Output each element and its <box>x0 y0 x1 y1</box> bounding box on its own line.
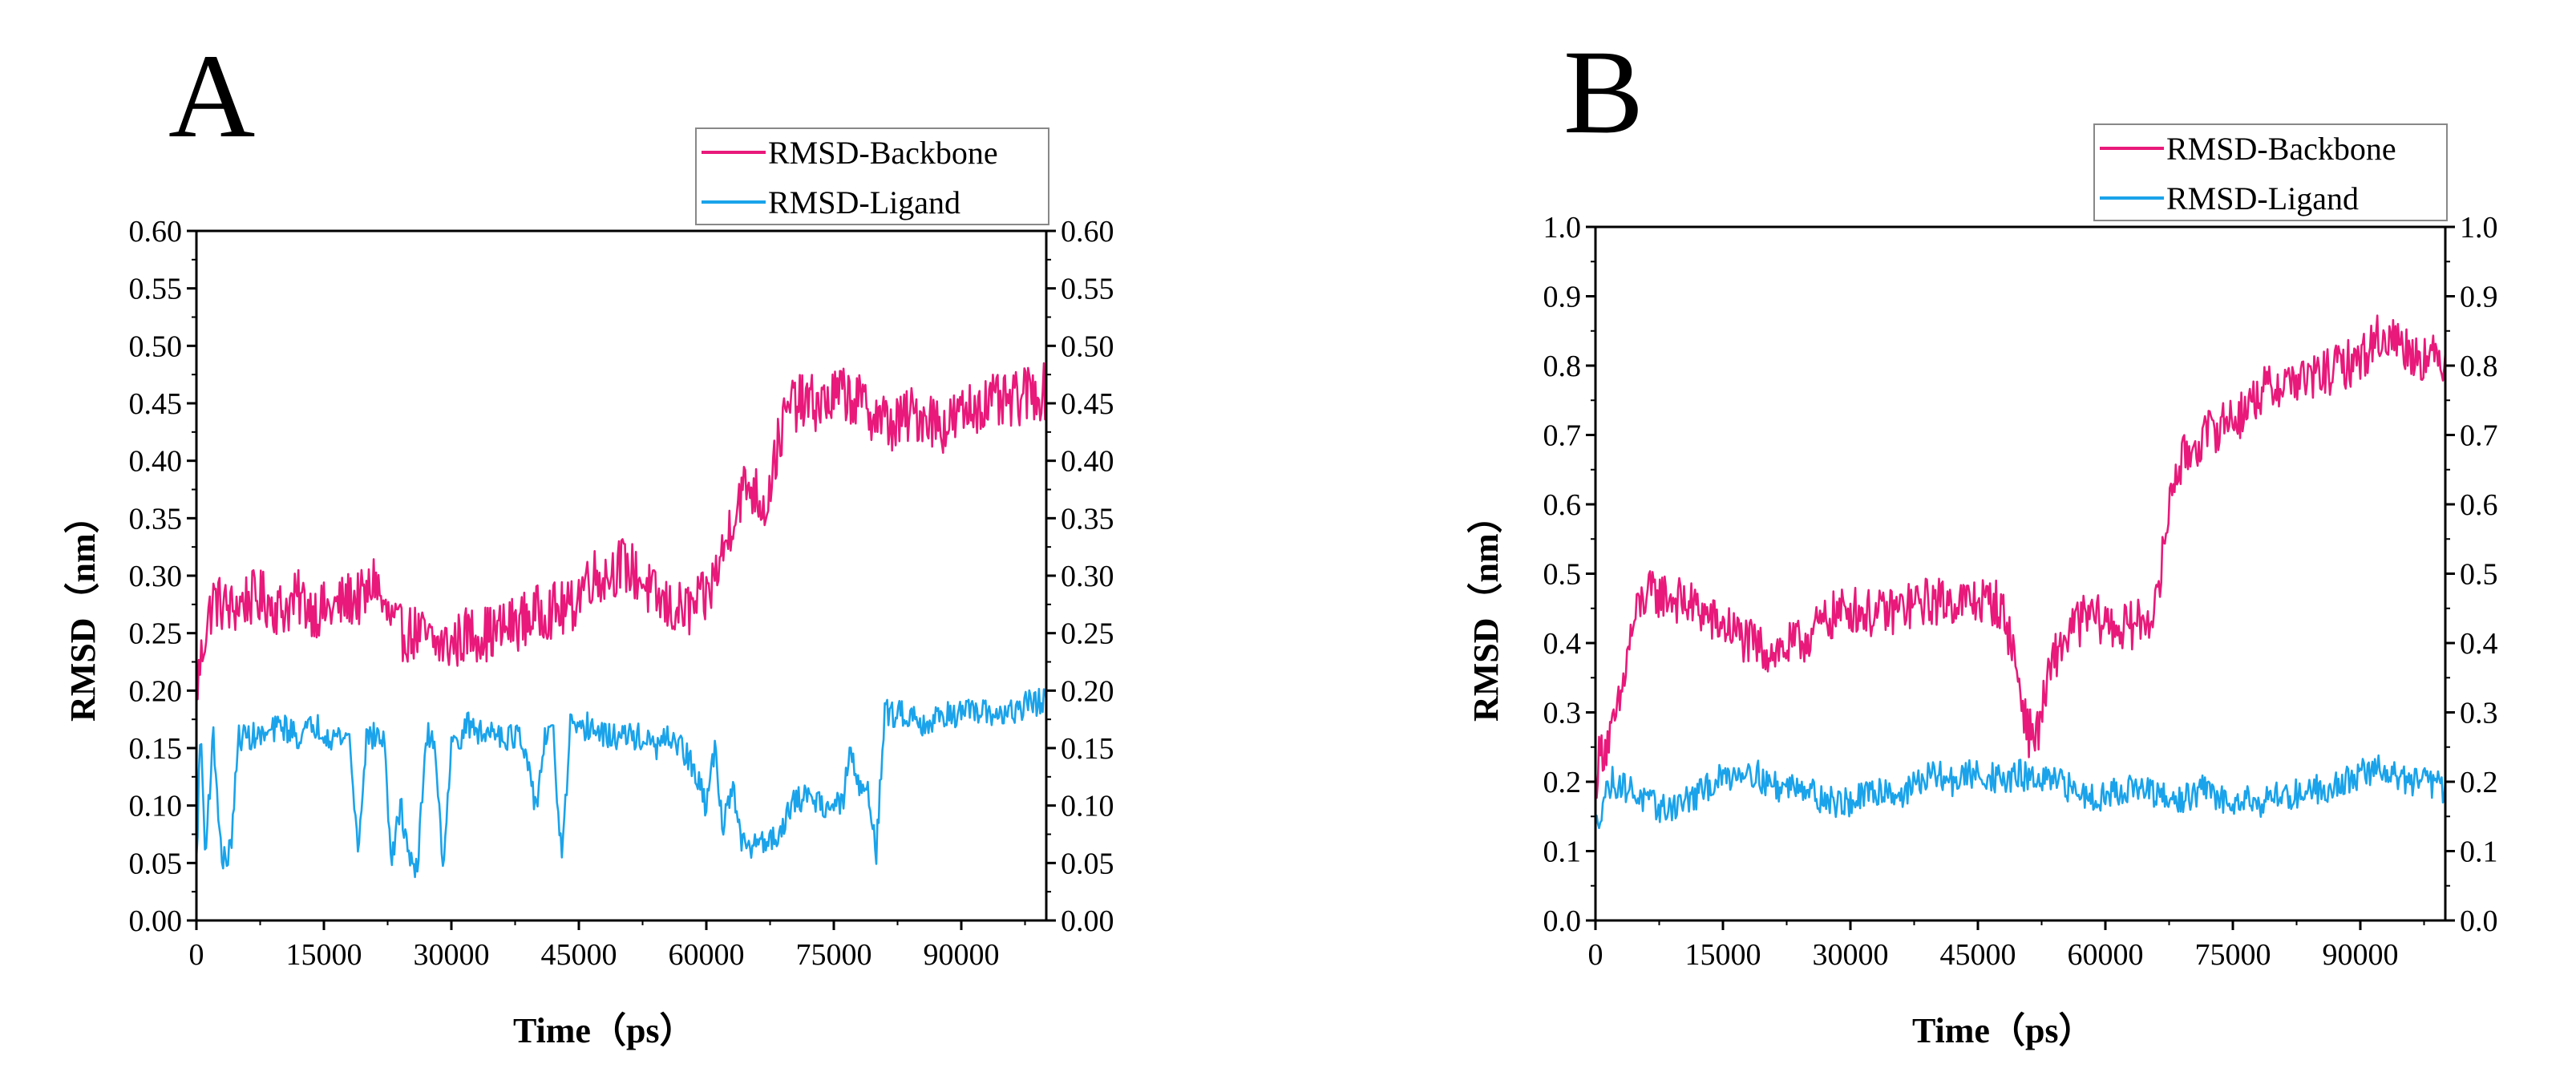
y-axis-title-b: RMSD（nm） <box>1466 498 1506 722</box>
legend-label-backbone-a: RMSD-Backbone <box>768 135 998 171</box>
y-tick-label-left: 0.55 <box>129 273 183 306</box>
x-tick-label: 60000 <box>669 938 745 972</box>
series-layer-b <box>1594 314 2447 830</box>
x-ticks-a: 0 15000 30000 45000 60000 75000 90000 <box>189 920 1026 972</box>
y-tick-label-right: 0.5 <box>2460 558 2498 592</box>
y-tick-label-right: 0.40 <box>1061 445 1114 479</box>
legend-b: RMSD-Backbone RMSD-Ligand <box>2093 123 2448 221</box>
x-tick-label: 45000 <box>1940 938 2016 972</box>
y-tick-label-right: 0.50 <box>1061 330 1114 363</box>
y-tick-label-right: 0.3 <box>2460 697 2498 730</box>
x-tick-label: 30000 <box>414 938 490 972</box>
y-axis-title-a: RMSD（nm） <box>63 498 103 722</box>
legend-label-ligand-b: RMSD-Ligand <box>2166 180 2359 216</box>
y-tick-label-left: 0.35 <box>129 502 183 536</box>
x-tick-label: 60000 <box>2068 938 2144 972</box>
plot-frame-b <box>1594 225 2447 922</box>
x-tick-label: 90000 <box>924 938 1000 972</box>
y-tick-label-left: 0.05 <box>129 847 183 880</box>
y-tick-label-left: 0.8 <box>1543 350 1582 383</box>
y-tick-label-right: 0.7 <box>2460 419 2498 453</box>
x-tick-label: 75000 <box>796 938 872 972</box>
y-tick-label-right: 1.0 <box>2460 211 2498 245</box>
y-ticks-b: 0.0 0.0 0.1 0.1 0.2 0.2 0.3 0.3 0.4 0.4 0.5 0.5 0.6 0… <box>1543 211 2498 938</box>
x-tick-label: 15000 <box>1685 938 1761 972</box>
y-tick-label-left: 0.0 <box>1543 904 1582 938</box>
y-tick-label-left: 0.4 <box>1543 627 1582 661</box>
y-tick-label-right: 0.35 <box>1061 502 1114 536</box>
y-tick-label-left: 0.45 <box>129 387 183 421</box>
series-line-rmsd-ligand <box>1594 754 2447 830</box>
legend-box-b <box>2093 123 2448 221</box>
x-tick-label: 90000 <box>2323 938 2399 972</box>
y-tick-label-right: 0.9 <box>2460 281 2498 314</box>
y-tick-label-right: 0.00 <box>1061 904 1114 938</box>
y-tick-label-left: 0.2 <box>1543 766 1582 799</box>
y-tick-label-right: 0.30 <box>1061 560 1114 593</box>
x-tick-label: 0 <box>189 938 204 972</box>
x-axis-title-b: Time（ps） <box>1912 1011 2094 1050</box>
y-tick-label-left: 0.9 <box>1543 281 1582 314</box>
y-tick-label-left: 0.15 <box>129 732 183 766</box>
y-tick-label-left: 0.30 <box>129 560 183 593</box>
panel-b: B 0.0 0.00.1 0.10.2 0.20.3 0.30.4 0.40.5 0.50.… <box>1466 26 2498 1050</box>
y-tick-label-right: 0.4 <box>2460 627 2498 661</box>
x-tick-label: 0 <box>1588 938 1603 972</box>
y-tick-label-right: 0.60 <box>1061 215 1114 249</box>
y-tick-label-right: 0.2 <box>2460 766 2498 799</box>
y-tick-label-right: 0.20 <box>1061 674 1114 708</box>
y-tick-label-left: 0.20 <box>129 674 183 708</box>
legend-a: RMSD-Backbone RMSD-Ligand <box>695 127 1049 225</box>
y-tick-label-left: 0.60 <box>129 215 183 249</box>
y-tick-label-right: 0.25 <box>1061 617 1114 651</box>
y-tick-label-right: 0.8 <box>2460 350 2498 383</box>
x-tick-label: 75000 <box>2195 938 2271 972</box>
legend-box-a <box>695 127 1049 225</box>
x-axis-title-a: Time（ps） <box>513 1011 695 1050</box>
y-tick-label-right: 0.15 <box>1061 732 1114 766</box>
y-tick-label-left: 0.5 <box>1543 558 1582 592</box>
y-tick-label-left: 0.3 <box>1543 697 1582 730</box>
y-tick-label-left: 0.6 <box>1543 488 1582 522</box>
y-tick-label-right: 0.45 <box>1061 387 1114 421</box>
series-layer-a <box>195 362 1048 879</box>
y-tick-label-left: 0.00 <box>129 904 183 938</box>
y-tick-label-left: 1.0 <box>1543 211 1582 245</box>
legend-label-ligand-a: RMSD-Ligand <box>768 184 960 220</box>
series-line-rmsd-backbone <box>1594 314 2447 799</box>
x-tick-label: 45000 <box>541 938 617 972</box>
y-tick-label-right: 0.1 <box>2460 835 2498 869</box>
y-tick-label-left: 0.25 <box>129 617 183 651</box>
panel-letter-b: B <box>1563 26 1644 159</box>
y-tick-label-right: 0.10 <box>1061 790 1114 823</box>
x-tick-label: 30000 <box>1813 938 1889 972</box>
panel-letter-a: A <box>168 30 255 163</box>
y-tick-label-left: 0.1 <box>1543 835 1582 869</box>
y-tick-label-left: 0.7 <box>1543 419 1582 453</box>
y-tick-label-right: 0.05 <box>1061 847 1114 880</box>
y-tick-label-left: 0.40 <box>129 445 183 479</box>
panel-a: A 0.00 0.000.05 0.050.10 0.100.15 0.150.20 0.… <box>63 30 1114 1050</box>
legend-label-backbone-b: RMSD-Backbone <box>2166 131 2396 167</box>
x-tick-label: 15000 <box>286 938 362 972</box>
series-line-rmsd-backbone <box>195 362 1048 701</box>
y-tick-label-right: 0.6 <box>2460 488 2498 522</box>
y-tick-label-left: 0.10 <box>129 790 183 823</box>
y-tick-label-left: 0.50 <box>129 330 183 363</box>
x-ticks-b: 0 15000 30000 45000 60000 75000 90000 <box>1588 920 2425 972</box>
y-tick-label-right: 0.55 <box>1061 273 1114 306</box>
series-line-rmsd-ligand <box>195 687 1048 879</box>
y-ticks-a: 0.00 0.00 0.05 0.05 0.10 0.10 0.15 0.15 0.20 0.20… <box>129 215 1114 938</box>
y-tick-label-right: 0.0 <box>2460 904 2498 938</box>
